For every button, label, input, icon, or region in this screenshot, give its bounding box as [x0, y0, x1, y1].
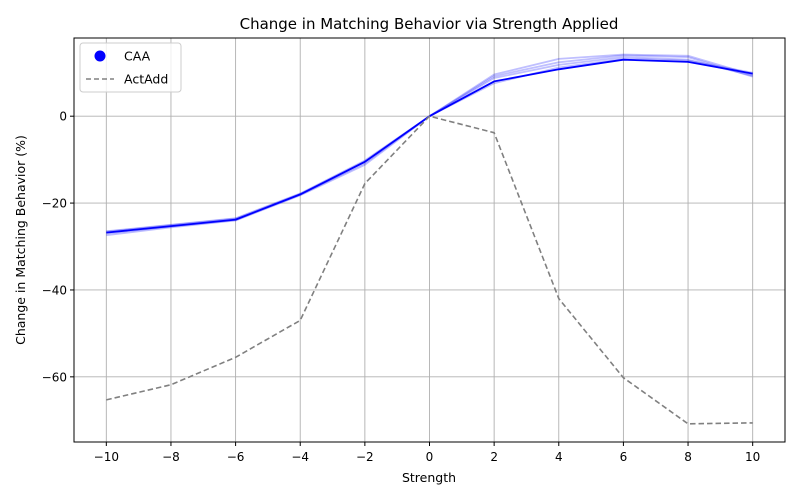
chart-title: Change in Matching Behavior via Strength…	[240, 15, 619, 33]
y-tick-label: −60	[42, 370, 67, 384]
x-tick-label: −8	[162, 450, 180, 464]
ticks: −10 −8 −6 −4 −2 0 2 4 6 8 10−60−40−200	[42, 110, 761, 464]
x-tick-label: 10	[745, 450, 760, 464]
y-tick-label: −40	[42, 283, 67, 297]
series-layer	[106, 53, 753, 425]
y-axis-label: Change in Matching Behavior (%)	[13, 135, 28, 345]
x-tick-label: −4	[291, 450, 309, 464]
legend-caa-label: CAA	[124, 49, 151, 64]
x-tick-label: 8	[684, 450, 692, 464]
x-tick-label: −10	[94, 450, 119, 464]
x-tick-label: −2	[356, 450, 374, 464]
legend-actadd-label: ActAdd	[124, 72, 168, 87]
y-tick-label: −20	[42, 197, 67, 211]
actadd-series-line	[106, 115, 753, 425]
x-tick-label: −6	[227, 450, 245, 464]
y-tick-label: 0	[59, 110, 67, 124]
legend: CAA ActAdd	[79, 42, 182, 93]
x-axis-label: Strength	[402, 470, 456, 485]
x-tick-label: 0	[426, 450, 434, 464]
x-tick-label: 4	[555, 450, 563, 464]
legend-caa-marker	[94, 50, 106, 62]
x-tick-label: 2	[490, 450, 498, 464]
x-tick-label: 6	[620, 450, 628, 464]
